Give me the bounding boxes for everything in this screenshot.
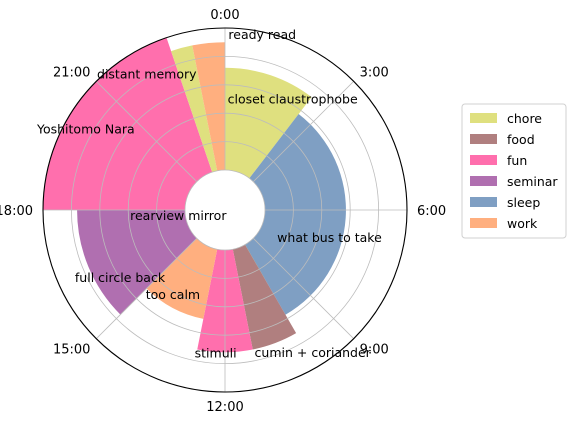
theta-tick-label: 9:00	[360, 343, 389, 358]
theta-tick-label: 6:00	[417, 204, 446, 219]
grid-spoke-3	[253, 81, 354, 182]
annotation-label: too calm	[146, 287, 200, 302]
theta-tick-label: 21:00	[53, 65, 90, 80]
bar-food-3	[232, 244, 297, 350]
outer-circle	[42, 27, 408, 393]
bar-work-9	[192, 42, 225, 171]
bar-fun-7	[43, 37, 213, 210]
annotation-label: stimuli	[195, 345, 237, 360]
theta-tick-label: 3:00	[360, 65, 389, 80]
bar-work-5	[146, 238, 218, 319]
theta-tick-label: 0:00	[210, 8, 239, 23]
annotation-label: distant memory	[97, 67, 197, 82]
legend-entry-sleep: sleep	[507, 195, 540, 210]
theta-tick-label: 12:00	[206, 400, 243, 415]
theta-tick-label: 15:00	[53, 343, 90, 358]
legend-swatch-fun	[470, 155, 497, 165]
annotation-label: ready read	[228, 27, 296, 42]
legend-swatch-seminar	[470, 176, 497, 186]
bars-group	[43, 37, 346, 353]
inner-circle	[184, 169, 266, 251]
annotation-label: full circle back	[75, 270, 166, 285]
legend-entry-seminar: seminar	[507, 174, 558, 189]
legend-swatch-food	[470, 134, 497, 144]
annotation-label: Yoshitomo Nara	[36, 122, 135, 137]
grid-group	[43, 28, 407, 392]
legend-swatch-sleep	[470, 197, 497, 207]
annotation-label: rearview mirror	[130, 208, 227, 223]
annotation-label: cumin + coriander	[255, 345, 372, 360]
grid-spoke-21	[96, 81, 197, 182]
bar-seminar-6	[77, 210, 197, 315]
legend-entry-chore: chore	[507, 111, 542, 126]
legend-entry-food: food	[507, 132, 535, 147]
legend-swatch-work	[470, 218, 497, 228]
legend-swatch-chore	[470, 113, 497, 123]
theta-tick-label: 18:00	[0, 204, 33, 219]
annotation-label: what bus to take	[277, 230, 382, 245]
theta-ticks-group: 0:00 3:00 6:00 9:00 12:00 15:00 18:00 21:00	[0, 8, 446, 415]
grid-spoke-9	[253, 238, 354, 339]
legend: chore food fun seminar sleep work	[461, 103, 567, 239]
grid-spoke-15	[96, 238, 197, 339]
legend-entry-work: work	[507, 216, 538, 231]
legend-entry-fun: fun	[507, 153, 527, 168]
bar-chore-8	[171, 45, 218, 173]
annotation-label: closet claustrophobe	[228, 92, 358, 107]
annotations-group: ready read closet claustrophobe distant me…	[36, 27, 382, 361]
